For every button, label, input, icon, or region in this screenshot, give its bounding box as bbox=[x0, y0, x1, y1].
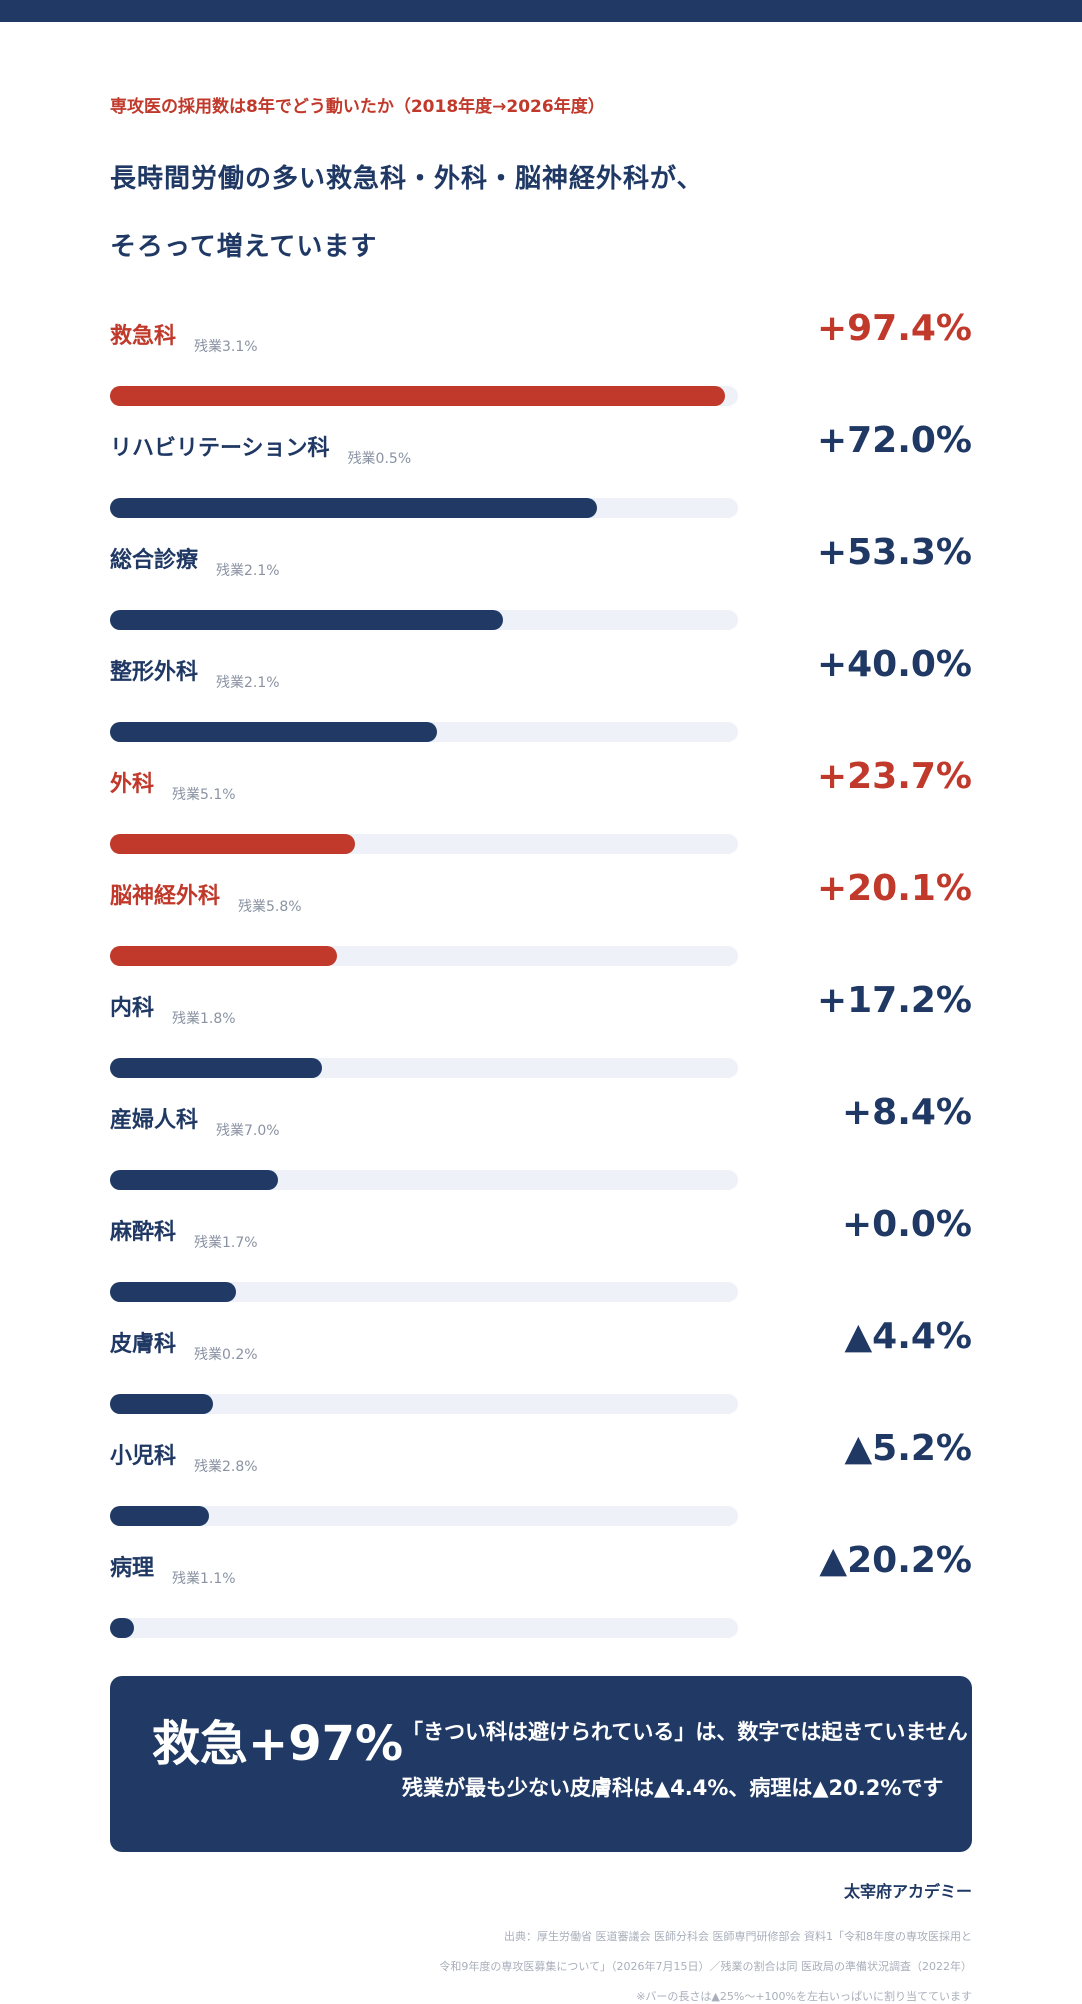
overtime-label: 残業2.1% bbox=[216, 675, 280, 691]
category-label: 総合診療残業2.1% bbox=[110, 542, 280, 579]
bar-row: 外科残業5.1% +23.7% bbox=[0, 756, 1082, 868]
value-label: +20.1% bbox=[816, 868, 972, 909]
chart-headline: 長時間労働の多い救急科・外科・脳神経外科が、 そろって増えています bbox=[110, 145, 1010, 281]
category-label: 内科残業1.8% bbox=[110, 990, 236, 1027]
bar-fill bbox=[110, 1282, 236, 1302]
category-name: 救急科 bbox=[110, 324, 177, 349]
summary-callout: 救急+97% 「きつい科は避けられている」は、数字では起きていません 残業が最も… bbox=[110, 1676, 972, 1852]
source-note-1: 出典：厚生労働省 医道審議会 医師分科会 医師専門研修部会 資料1「令和8年度の… bbox=[504, 1930, 972, 1943]
overtime-label: 残業5.8% bbox=[238, 899, 302, 915]
bar-fill bbox=[110, 1506, 209, 1526]
overtime-label: 残業7.0% bbox=[216, 1123, 280, 1139]
category-label: 救急科残業3.1% bbox=[110, 318, 258, 355]
value-label: ▲20.2% bbox=[819, 1540, 972, 1581]
bar-fill bbox=[110, 498, 597, 518]
value-label: ▲5.2% bbox=[844, 1428, 972, 1469]
bar-track bbox=[110, 386, 738, 406]
value-label: +23.7% bbox=[816, 756, 972, 797]
category-label: リハビリテーション科残業0.5% bbox=[110, 430, 411, 467]
category-name: 小児科 bbox=[110, 1444, 177, 1469]
bar-fill bbox=[110, 946, 337, 966]
category-label: 皮膚科残業0.2% bbox=[110, 1326, 258, 1363]
bar-row: 脳神経外科残業5.8% +20.1% bbox=[0, 868, 1082, 980]
overtime-label: 残業1.7% bbox=[194, 1235, 258, 1251]
overtime-label: 残業3.1% bbox=[194, 339, 258, 355]
bar-row: 内科残業1.8% +17.2% bbox=[0, 980, 1082, 1092]
bar-track bbox=[110, 946, 738, 966]
overtime-label: 残業0.2% bbox=[194, 1347, 258, 1363]
headline-line-2: そろって増えています bbox=[110, 232, 378, 262]
value-label: +40.0% bbox=[816, 644, 972, 685]
bar-track bbox=[110, 1618, 738, 1638]
brand-name: 太宰府アカデミー bbox=[843, 1882, 972, 1901]
bar-track bbox=[110, 1506, 738, 1526]
bar-row: 総合診療残業2.1% +53.3% bbox=[0, 532, 1082, 644]
bar-fill bbox=[110, 834, 355, 854]
bar-fill bbox=[110, 1618, 134, 1638]
value-label: ▲4.4% bbox=[844, 1316, 972, 1357]
category-name: 脳神経外科 bbox=[110, 884, 221, 909]
bar-track bbox=[110, 722, 738, 742]
overtime-label: 残業0.5% bbox=[347, 451, 412, 467]
category-label: 麻酔科残業1.7% bbox=[110, 1214, 258, 1251]
overtime-label: 残業2.1% bbox=[216, 563, 280, 579]
callout-line-2: 残業が最も少ない皮膚科は▲4.4%、病理は▲20.2%です bbox=[402, 1776, 944, 1800]
category-label: 外科残業5.1% bbox=[110, 766, 236, 803]
bar-track bbox=[110, 498, 738, 518]
category-name: 産婦人科 bbox=[110, 1108, 199, 1133]
bar-fill bbox=[110, 610, 503, 630]
bar-row: 麻酔科残業1.7% +0.0% bbox=[0, 1204, 1082, 1316]
category-label: 整形外科残業2.1% bbox=[110, 654, 280, 691]
source-note-3: ※バーの長さは▲25%〜+100%を左右いっぱいに割り当てています bbox=[636, 1990, 972, 2003]
overtime-label: 残業1.8% bbox=[172, 1011, 236, 1027]
category-label: 産婦人科残業7.0% bbox=[110, 1102, 280, 1139]
bar-row: 産婦人科残業7.0% +8.4% bbox=[0, 1092, 1082, 1204]
bar-track bbox=[110, 1394, 738, 1414]
bar-fill bbox=[110, 1394, 213, 1414]
bar-fill bbox=[110, 386, 725, 406]
category-name: 麻酔科 bbox=[110, 1220, 177, 1245]
bar-fill bbox=[110, 1170, 278, 1190]
overtime-label: 残業1.1% bbox=[172, 1571, 236, 1587]
bar-track bbox=[110, 1058, 738, 1078]
value-label: +97.4% bbox=[816, 308, 972, 349]
bar-track bbox=[110, 610, 738, 630]
bar-row: 整形外科残業2.1% +40.0% bbox=[0, 644, 1082, 756]
value-label: +17.2% bbox=[816, 980, 972, 1021]
bar-row: リハビリテーション科残業0.5% +72.0% bbox=[0, 420, 1082, 532]
category-name: 皮膚科 bbox=[110, 1332, 177, 1357]
source-note-2: 令和9年度の専攻医募集について」（2026年7月15日）／残業の割合は同 医政局… bbox=[439, 1960, 972, 1973]
category-name: 総合診療 bbox=[110, 548, 199, 573]
bar-fill bbox=[110, 1058, 322, 1078]
bar-row: 病理残業1.1% ▲20.2% bbox=[0, 1540, 1082, 1652]
category-label: 脳神経外科残業5.8% bbox=[110, 878, 302, 915]
callout-headline-number: 救急+97% bbox=[152, 1716, 404, 1772]
category-label: 小児科残業2.8% bbox=[110, 1438, 258, 1475]
bar-track bbox=[110, 834, 738, 854]
callout-line-1: 「きつい科は避けられている」は、数字では起きていません bbox=[402, 1720, 968, 1744]
bar-track bbox=[110, 1170, 738, 1190]
bar-row: 救急科残業3.1% +97.4% bbox=[0, 308, 1082, 420]
bar-track bbox=[110, 1282, 738, 1302]
overtime-label: 残業5.1% bbox=[172, 787, 236, 803]
category-name: リハビリテーション科 bbox=[110, 436, 330, 461]
value-label: +8.4% bbox=[841, 1092, 972, 1133]
bar-fill bbox=[110, 722, 437, 742]
category-name: 整形外科 bbox=[110, 660, 199, 685]
overtime-label: 残業2.8% bbox=[194, 1459, 258, 1475]
value-label: +53.3% bbox=[816, 532, 972, 573]
bar-row: 小児科残業2.8% ▲5.2% bbox=[0, 1428, 1082, 1540]
category-name: 内科 bbox=[110, 996, 155, 1021]
bar-row: 皮膚科残業0.2% ▲4.4% bbox=[0, 1316, 1082, 1428]
category-name: 外科 bbox=[110, 772, 155, 797]
headline-line-1: 長時間労働の多い救急科・外科・脳神経外科が、 bbox=[110, 164, 704, 194]
category-label: 病理残業1.1% bbox=[110, 1550, 236, 1587]
value-label: +0.0% bbox=[841, 1204, 972, 1245]
category-name: 病理 bbox=[110, 1556, 155, 1581]
value-label: +72.0% bbox=[816, 420, 972, 461]
top-accent-bar bbox=[0, 0, 1082, 22]
chart-kicker: 専攻医の採用数は8年でどう動いたか（2018年度→2026年度） bbox=[110, 97, 605, 117]
